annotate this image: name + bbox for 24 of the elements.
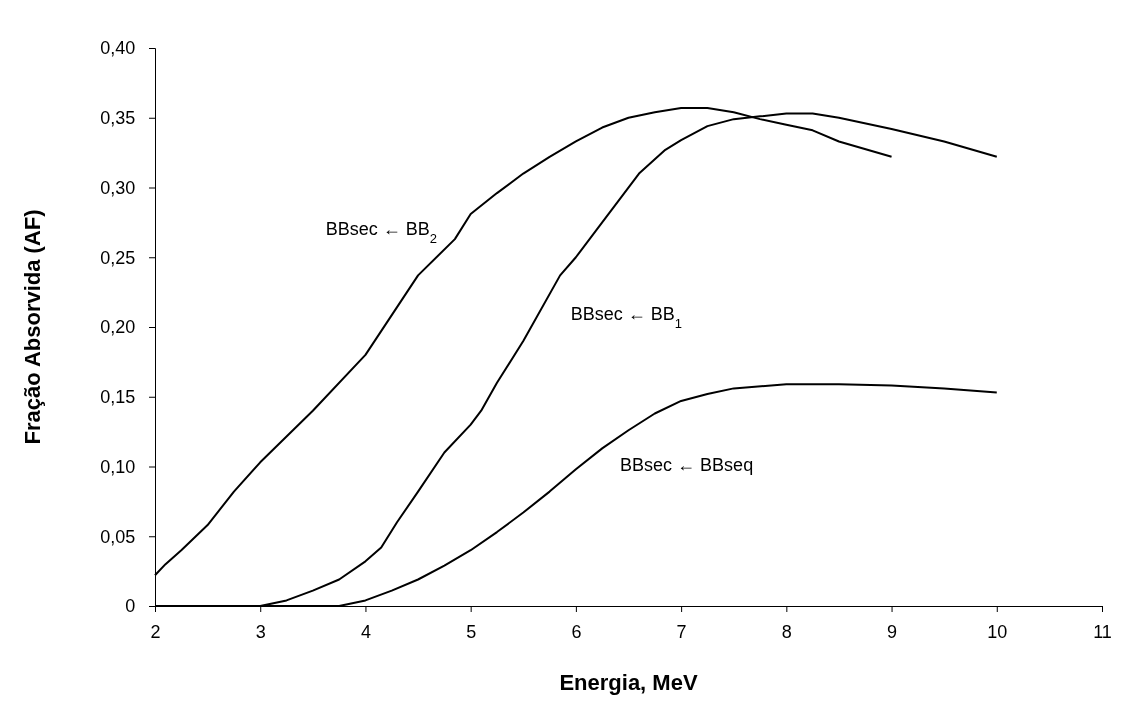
y-tick-label: 0,35 bbox=[100, 108, 136, 129]
x-tick-label: 10 bbox=[987, 622, 1008, 643]
x-tick-label: 6 bbox=[571, 622, 582, 643]
y-tick-label: 0,05 bbox=[100, 526, 136, 547]
y-tick-label: 0 bbox=[125, 596, 136, 617]
x-tick-label: 3 bbox=[255, 622, 266, 643]
x-tick-label: 5 bbox=[466, 622, 477, 643]
y-tick-label: 0,10 bbox=[100, 456, 136, 477]
x-axis-title: Energia, MeV bbox=[559, 670, 698, 695]
x-tick-label: 2 bbox=[150, 622, 161, 643]
x-tick-label: 4 bbox=[360, 622, 371, 643]
x-tick-label: 9 bbox=[887, 622, 898, 643]
y-tick-label: 0,20 bbox=[100, 317, 136, 338]
y-tick-label: 0,40 bbox=[100, 38, 136, 59]
y-tick-label: 0,25 bbox=[100, 247, 136, 268]
x-tick-label: 8 bbox=[781, 622, 792, 643]
series-label: BBsec ← BB$_{1}$ bbox=[570, 304, 682, 331]
y-tick-label: 0,15 bbox=[100, 387, 136, 408]
series-label: BBsec ← BB$_{2}$ bbox=[325, 218, 437, 246]
series-label: BBsec ← BBseq bbox=[620, 454, 754, 475]
y-axis-title: Fração Absorvida (AF) bbox=[20, 209, 45, 445]
x-tick-label: 11 bbox=[1093, 622, 1112, 643]
x-tick-label: 7 bbox=[676, 622, 687, 643]
y-tick-label: 0,30 bbox=[100, 177, 136, 198]
